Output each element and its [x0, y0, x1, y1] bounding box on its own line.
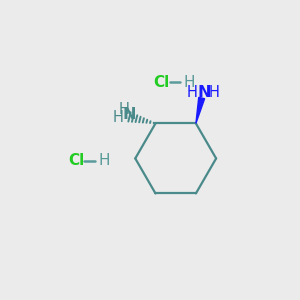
- Text: H: H: [113, 110, 124, 125]
- Text: Cl: Cl: [68, 153, 85, 168]
- Text: Cl: Cl: [154, 75, 170, 90]
- Text: N: N: [123, 107, 136, 122]
- Text: H: H: [98, 153, 110, 168]
- Text: N: N: [197, 85, 211, 100]
- Polygon shape: [196, 97, 205, 123]
- Text: H: H: [209, 85, 220, 100]
- Text: H: H: [119, 102, 130, 117]
- Text: H: H: [184, 75, 195, 90]
- Text: H: H: [187, 85, 198, 100]
